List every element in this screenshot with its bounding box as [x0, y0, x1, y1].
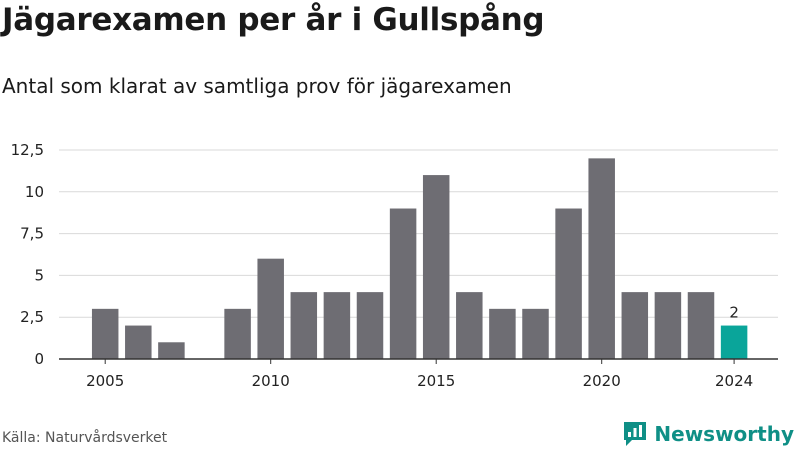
bar: [290, 292, 318, 359]
bar: [654, 292, 682, 359]
source-note: Källa: Naturvårdsverket: [2, 430, 168, 446]
bar: [621, 292, 649, 359]
x-tick-label: 2010: [252, 372, 290, 390]
y-tick-label: 7,5: [20, 225, 44, 243]
x-tick-label: 2015: [417, 372, 455, 390]
bar: [224, 308, 251, 359]
bar: [158, 342, 185, 359]
data-label: 2: [729, 304, 739, 322]
y-tick-label: 5: [34, 266, 44, 284]
chart-subtitle: Antal som klarat av samtliga prov för jä…: [2, 74, 512, 98]
bar-chart: 0 2,5 5 7,5 10 12,5 2 2005 2010 2015 2020 2024: [11, 141, 778, 390]
newsworthy-logo-icon: [624, 422, 647, 446]
x-tick-label: 2020: [583, 372, 621, 390]
x-tick-label: 2024: [715, 372, 753, 390]
brand-logo: Newsworthy: [622, 420, 794, 448]
bar: [422, 175, 450, 359]
bar: [522, 308, 549, 359]
y-tick-label: 12,5: [11, 141, 44, 159]
x-tick-label: 2005: [86, 372, 124, 390]
bar: [555, 208, 582, 359]
bar: [588, 158, 615, 359]
bar: [389, 208, 417, 359]
y-tick-label: 0: [34, 350, 44, 368]
bar: [125, 325, 152, 359]
bar: [489, 308, 516, 359]
bar: [720, 325, 748, 359]
bar: [323, 292, 351, 359]
bar: [687, 292, 715, 359]
y-tick-label: 10: [25, 183, 44, 201]
chart-title: Jägarexamen per år i Gullspång: [2, 2, 545, 38]
bar: [356, 292, 384, 359]
brand-name: Newsworthy: [654, 422, 794, 446]
bar: [257, 258, 284, 359]
bar: [456, 292, 483, 359]
bar: [91, 308, 119, 359]
y-tick-label: 2,5: [20, 308, 44, 326]
